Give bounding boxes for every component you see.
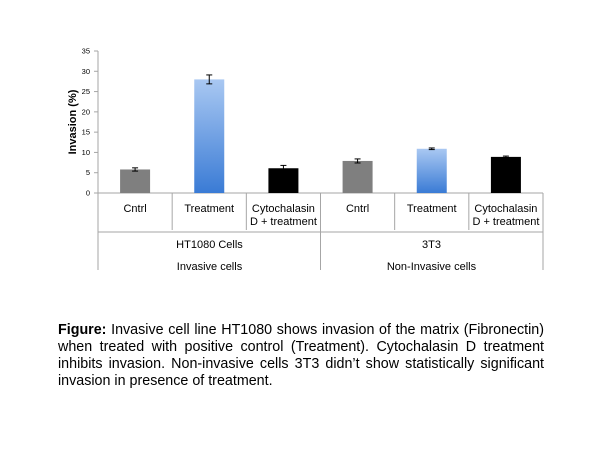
x-tick-label: D + treatment	[472, 216, 539, 228]
y-tick-label: 35	[82, 47, 90, 56]
y-tick-labels: 0 5 10 15 20 25 30 35	[82, 47, 90, 198]
group-type-invasive: Invasive cells	[177, 261, 243, 273]
x-tick-label: Cytochalasin	[252, 203, 315, 215]
caption-label: Figure:	[58, 322, 107, 338]
bar	[120, 169, 151, 193]
bar	[416, 148, 447, 193]
y-tick-label: 10	[82, 148, 90, 157]
y-axis-label: Invasion (%)	[67, 89, 79, 154]
y-tick-label: 25	[82, 87, 90, 96]
y-tick-label: 30	[82, 67, 90, 76]
x-tick-label: Cytochalasin	[474, 203, 537, 215]
caption-text: Invasive cell line HT1080 shows invasion…	[58, 322, 544, 389]
bar	[342, 160, 373, 193]
bar	[490, 156, 521, 193]
y-tick-label: 20	[82, 107, 90, 116]
group-label-3t3: 3T3	[422, 239, 441, 251]
bar-chart: Invasion (%) 0 5 10 15 20 25 30 35 Cntrl Treatme…	[67, 47, 544, 273]
x-tick-label: D + treatment	[250, 216, 317, 228]
bars	[120, 74, 521, 193]
y-tick-label: 0	[86, 189, 90, 198]
group-label-ht1080: HT1080 Cells	[176, 239, 243, 251]
figure-caption: Figure: Invasive cell line HT1080 shows …	[58, 322, 544, 390]
x-tick-label: Cntrl	[123, 203, 146, 215]
x-tick-label: Treatment	[184, 203, 234, 215]
y-tick-label: 15	[82, 128, 90, 137]
y-tick-label: 5	[86, 168, 90, 177]
bar	[268, 168, 299, 193]
group-type-non-invasive: Non-Invasive cells	[387, 261, 477, 273]
axes	[94, 50, 544, 270]
x-tick-label: Treatment	[407, 203, 457, 215]
bar	[194, 79, 225, 193]
x-tick-label: Cntrl	[346, 203, 369, 215]
